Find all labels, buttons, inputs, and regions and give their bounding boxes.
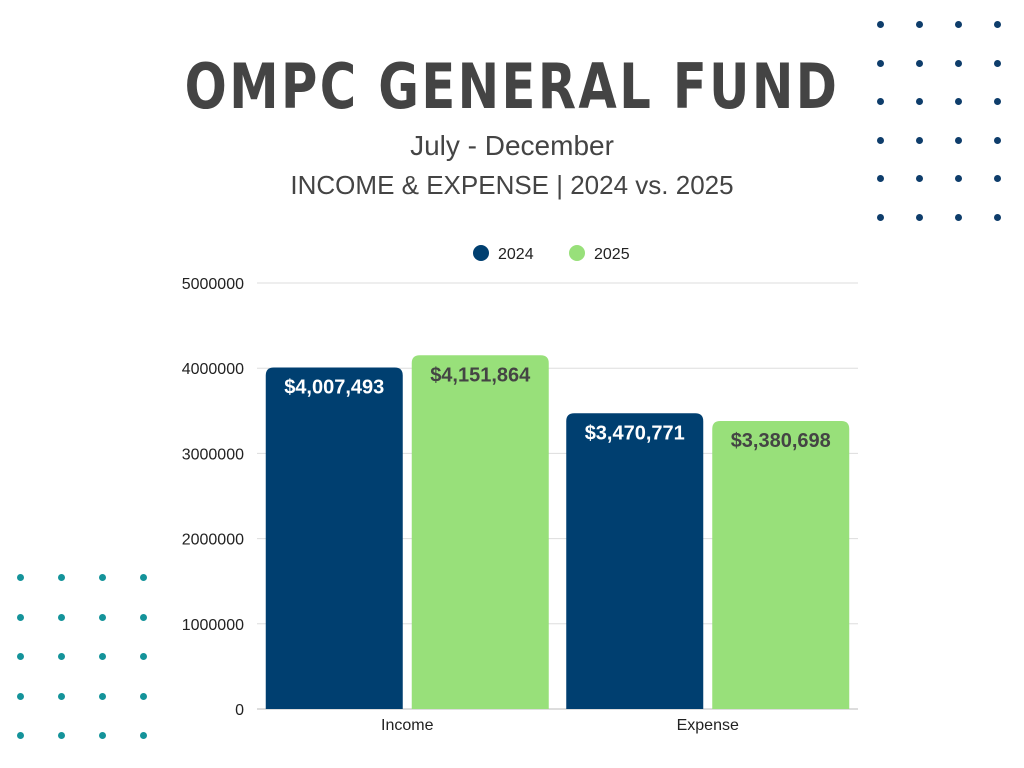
legend-label-2024: 2024 [498,246,534,263]
decorative-dot [916,98,923,105]
bar-income-2025 [411,355,549,709]
decorative-dot [17,613,24,621]
decorative-dot [877,59,884,67]
decorative-dot [916,136,923,144]
comparison-subtitle: INCOME & EXPENSE | 2024 vs. 2025 [290,170,734,200]
y-tick-label: 3000000 [182,446,244,463]
y-tick-label: 2000000 [182,532,244,549]
decorative-dot [994,98,1001,105]
decorative-dot [58,613,65,621]
decorative-dot [99,613,106,621]
decorative-dot [58,692,65,700]
bar-expense-2024 [566,413,704,709]
decorative-dot [58,732,65,739]
decorative-dot [17,653,24,660]
decorative-dot [955,136,962,144]
decorative-dots-top [877,21,1007,221]
data-label-expense-2025: $3,380,698 [731,430,831,452]
decorative-dot [99,653,106,660]
decorative-dot [140,613,147,621]
bar-income-2024 [265,367,403,709]
decorative-dot [877,98,884,105]
legend-label-2025: 2025 [594,246,630,263]
y-tick-label: 4000000 [182,361,244,378]
decorative-dot [955,21,962,28]
decorative-dot [955,59,962,67]
decorative-dot [877,136,884,144]
decorative-dot [17,692,24,700]
page-title: OMPC GENERAL FUND [184,50,840,123]
decorative-dot [99,692,106,700]
decorative-dot [916,59,923,67]
decorative-dot [955,213,962,221]
decorative-dot [994,175,1001,182]
decorative-dot [877,175,884,182]
data-label-expense-2024: $3,470,771 [585,422,685,444]
x-category-label: Income [381,717,434,734]
legend-marker-2024 [473,245,489,261]
decorative-dot [955,98,962,105]
decorative-dot [994,21,1001,28]
decorative-dot [58,653,65,660]
decorative-dot [955,175,962,182]
bar-expense-2025 [712,420,850,709]
decorative-dot [58,574,65,581]
y-tick-label: 0 [235,702,244,719]
data-label-income-2024: $4,007,493 [284,377,384,399]
decorative-dot [916,213,923,221]
x-category-label: Expense [677,717,739,734]
decorative-dot [140,653,147,660]
decorative-dot [99,732,106,739]
decorative-dot [17,574,24,581]
decorative-dot [916,21,923,28]
legend-marker-2025 [569,245,585,261]
data-label-income-2025: $4,151,864 [430,364,531,386]
y-tick-label: 1000000 [182,617,244,634]
decorative-dot [99,574,106,581]
decorative-dot [994,213,1001,221]
decorative-dot [877,21,884,28]
decorative-dots-bottom [17,574,152,744]
decorative-dot [877,213,884,221]
decorative-dot [140,574,147,581]
y-tick-label: 5000000 [182,276,244,293]
decorative-dot [140,732,147,739]
period-subtitle: July - December [410,130,614,161]
decorative-dot [994,59,1001,67]
decorative-dot [17,732,24,739]
decorative-dot [994,136,1001,144]
decorative-dot [140,692,147,700]
decorative-dot [916,175,923,182]
